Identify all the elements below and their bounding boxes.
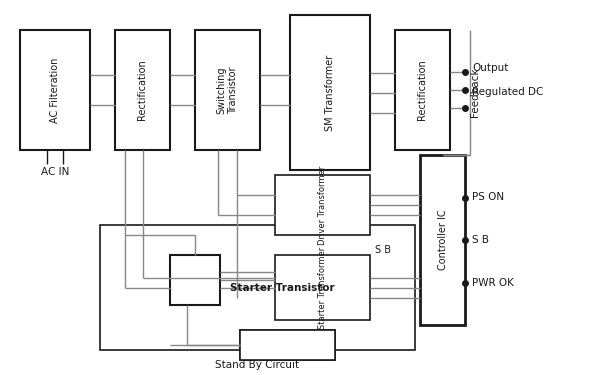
Bar	[115, 30, 170, 150]
Text: Regulated DC: Regulated DC	[472, 87, 544, 97]
Text: AC IN: AC IN	[41, 167, 69, 177]
Text: Output: Output	[472, 63, 508, 73]
Text: Rectification: Rectification	[418, 60, 427, 120]
Text: Switching
Transistor: Switching Transistor	[217, 66, 238, 114]
Text: PS ON: PS ON	[472, 192, 504, 202]
Bar	[170, 255, 220, 305]
Bar	[100, 225, 415, 350]
Text: PWR OK: PWR OK	[472, 278, 514, 288]
Text: Driver Transformer: Driver Transformer	[318, 165, 327, 244]
Text: Starter Transformer: Starter Transformer	[318, 246, 327, 328]
Text: Starter Transistor: Starter Transistor	[230, 283, 335, 293]
Bar	[395, 30, 450, 150]
Text: Stand By Circuit: Stand By Circuit	[215, 360, 299, 370]
Text: Rectification: Rectification	[137, 60, 148, 120]
Bar	[240, 330, 335, 360]
Bar	[275, 255, 370, 320]
Text: S B: S B	[472, 235, 489, 245]
Bar	[275, 175, 370, 235]
Bar	[240, 330, 335, 360]
Text: S B: S B	[375, 245, 391, 255]
Text: AC Filteration: AC Filteration	[50, 57, 60, 123]
Bar	[195, 30, 260, 150]
Bar	[420, 155, 465, 325]
Text: Controller IC: Controller IC	[437, 210, 448, 270]
Bar	[20, 30, 90, 150]
Text: SM Transformer: SM Transformer	[325, 54, 335, 130]
Text: Feedback: Feedback	[470, 68, 480, 117]
Bar	[290, 15, 370, 170]
